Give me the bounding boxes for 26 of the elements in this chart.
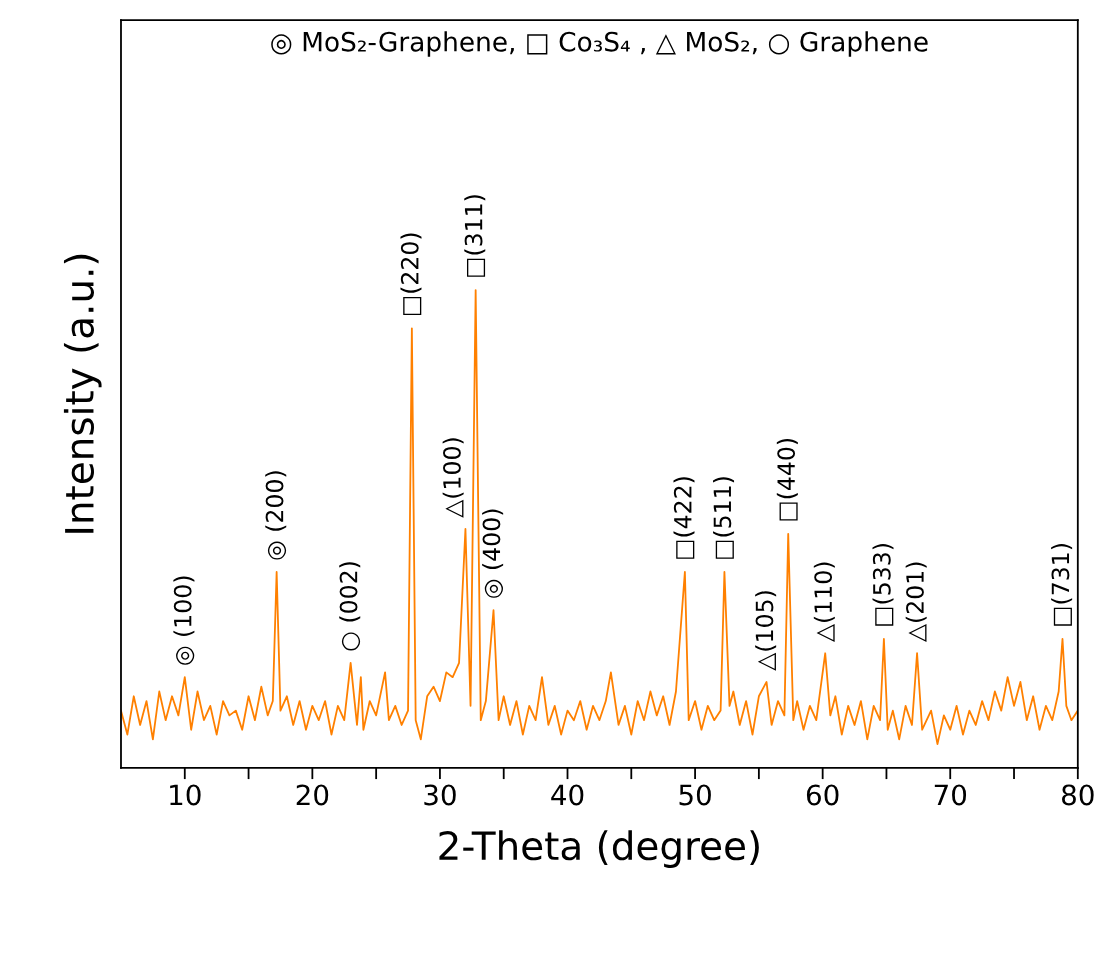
x-tick-label: 40 [551,784,584,806]
x-tick-label: 60 [806,784,839,806]
x-tick-label: 30 [424,784,456,806]
x-tick-label: 70 [934,784,967,806]
annotation: ○ (002) [339,562,361,651]
x-tick-label: 10 [170,784,201,806]
y-axis-title: Intensity (a.u.) [63,254,102,533]
annotation: △(201) [905,562,927,643]
annotation: □(731) [1051,544,1073,626]
annotation: ◎ (100) [173,576,195,665]
annotation: △(110) [813,562,835,643]
annotation: □(311) [464,195,486,277]
annotation: △(100) [442,438,464,518]
annotation: □(220) [400,233,422,316]
x-tick-label: 80 [1062,784,1094,806]
text: ◎ MoS₂-Graphene, □ Co₃S₄ , △ MoS₂, ○ Graphene [271,31,928,57]
annotation: □(511) [713,477,735,559]
annotation: □(422) [673,477,695,559]
x-axis-title: 2-Theta (degree) [439,830,759,868]
annotation: □(440) [776,438,798,521]
x-tick-label: 20 [296,784,329,806]
annotation: ◎ (200) [265,471,287,560]
annotation: △(105) [755,591,777,671]
x-tick-label: 50 [679,784,711,806]
annotation: ◎ (400) [482,509,504,598]
annotation: □(533) [872,544,894,626]
